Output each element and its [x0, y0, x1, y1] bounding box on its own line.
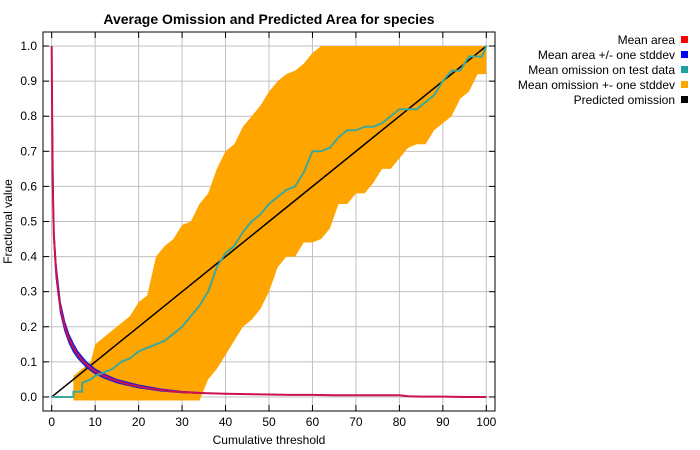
series-predicted-omission [51, 45, 487, 398]
y-tick-label: 0.7 [20, 144, 37, 158]
legend-label: Predicted omission [574, 93, 675, 107]
x-tick-label: 10 [88, 415, 102, 429]
x-tick-label: 50 [262, 415, 276, 429]
y-tick-label: 0.5 [20, 215, 37, 229]
y-tick-label: 0.1 [20, 355, 37, 369]
x-tick-label: 80 [393, 415, 407, 429]
y-tick-label: 0.4 [20, 250, 37, 264]
axis-ticks: 0 10 20 30 40 50 60 70 80 90 100 0.0 0.1 0.2 0.3 0.4 0.5… [20, 32, 497, 429]
y-tick-label: 0.6 [20, 179, 37, 193]
x-tick-label: 60 [306, 415, 320, 429]
series-mean-omission [51, 45, 488, 398]
legend-swatch [681, 51, 688, 58]
x-tick-label: 20 [132, 415, 146, 429]
x-axis-label: Cumulative threshold [213, 433, 326, 447]
y-tick-label: 0.2 [20, 320, 37, 334]
y-tick-label: 0.3 [20, 285, 37, 299]
plot-area [50, 45, 488, 401]
x-tick-label: 70 [349, 415, 363, 429]
y-axis-label: Fractional value [1, 179, 15, 264]
x-tick-label: 40 [219, 415, 233, 429]
y-tick-label: 0.0 [20, 390, 37, 404]
x-tick-label: 0 [48, 415, 55, 429]
legend-label: Mean area +/- one stddev [538, 48, 675, 62]
x-tick-label: 90 [436, 415, 450, 429]
y-tick-label: 0.8 [20, 109, 37, 123]
legend-swatch [681, 96, 688, 103]
series-mean-area [50, 46, 487, 398]
x-tick-label: 100 [476, 415, 496, 429]
chart-title: Average Omission and Predicted Area for … [103, 11, 434, 27]
y-tick-label: 1.0 [20, 39, 37, 53]
x-tick-label: 30 [175, 415, 189, 429]
legend-swatch [681, 36, 688, 43]
legend-label: Mean omission on test data [528, 63, 675, 77]
legend-swatch [681, 81, 688, 88]
legend-swatch [681, 66, 688, 73]
legend-label: Mean area [618, 33, 676, 47]
legend-label: Mean omission +- one stddev [518, 78, 675, 92]
y-tick-label: 0.9 [20, 74, 37, 88]
